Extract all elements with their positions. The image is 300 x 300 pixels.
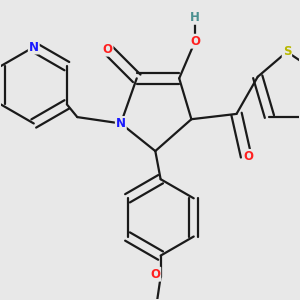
Text: O: O xyxy=(150,268,160,281)
Text: N: N xyxy=(116,117,126,130)
Text: S: S xyxy=(283,45,291,58)
Text: O: O xyxy=(244,150,254,163)
Text: N: N xyxy=(29,40,39,53)
Text: H: H xyxy=(190,11,200,24)
Text: O: O xyxy=(190,35,200,48)
Text: O: O xyxy=(103,43,112,56)
